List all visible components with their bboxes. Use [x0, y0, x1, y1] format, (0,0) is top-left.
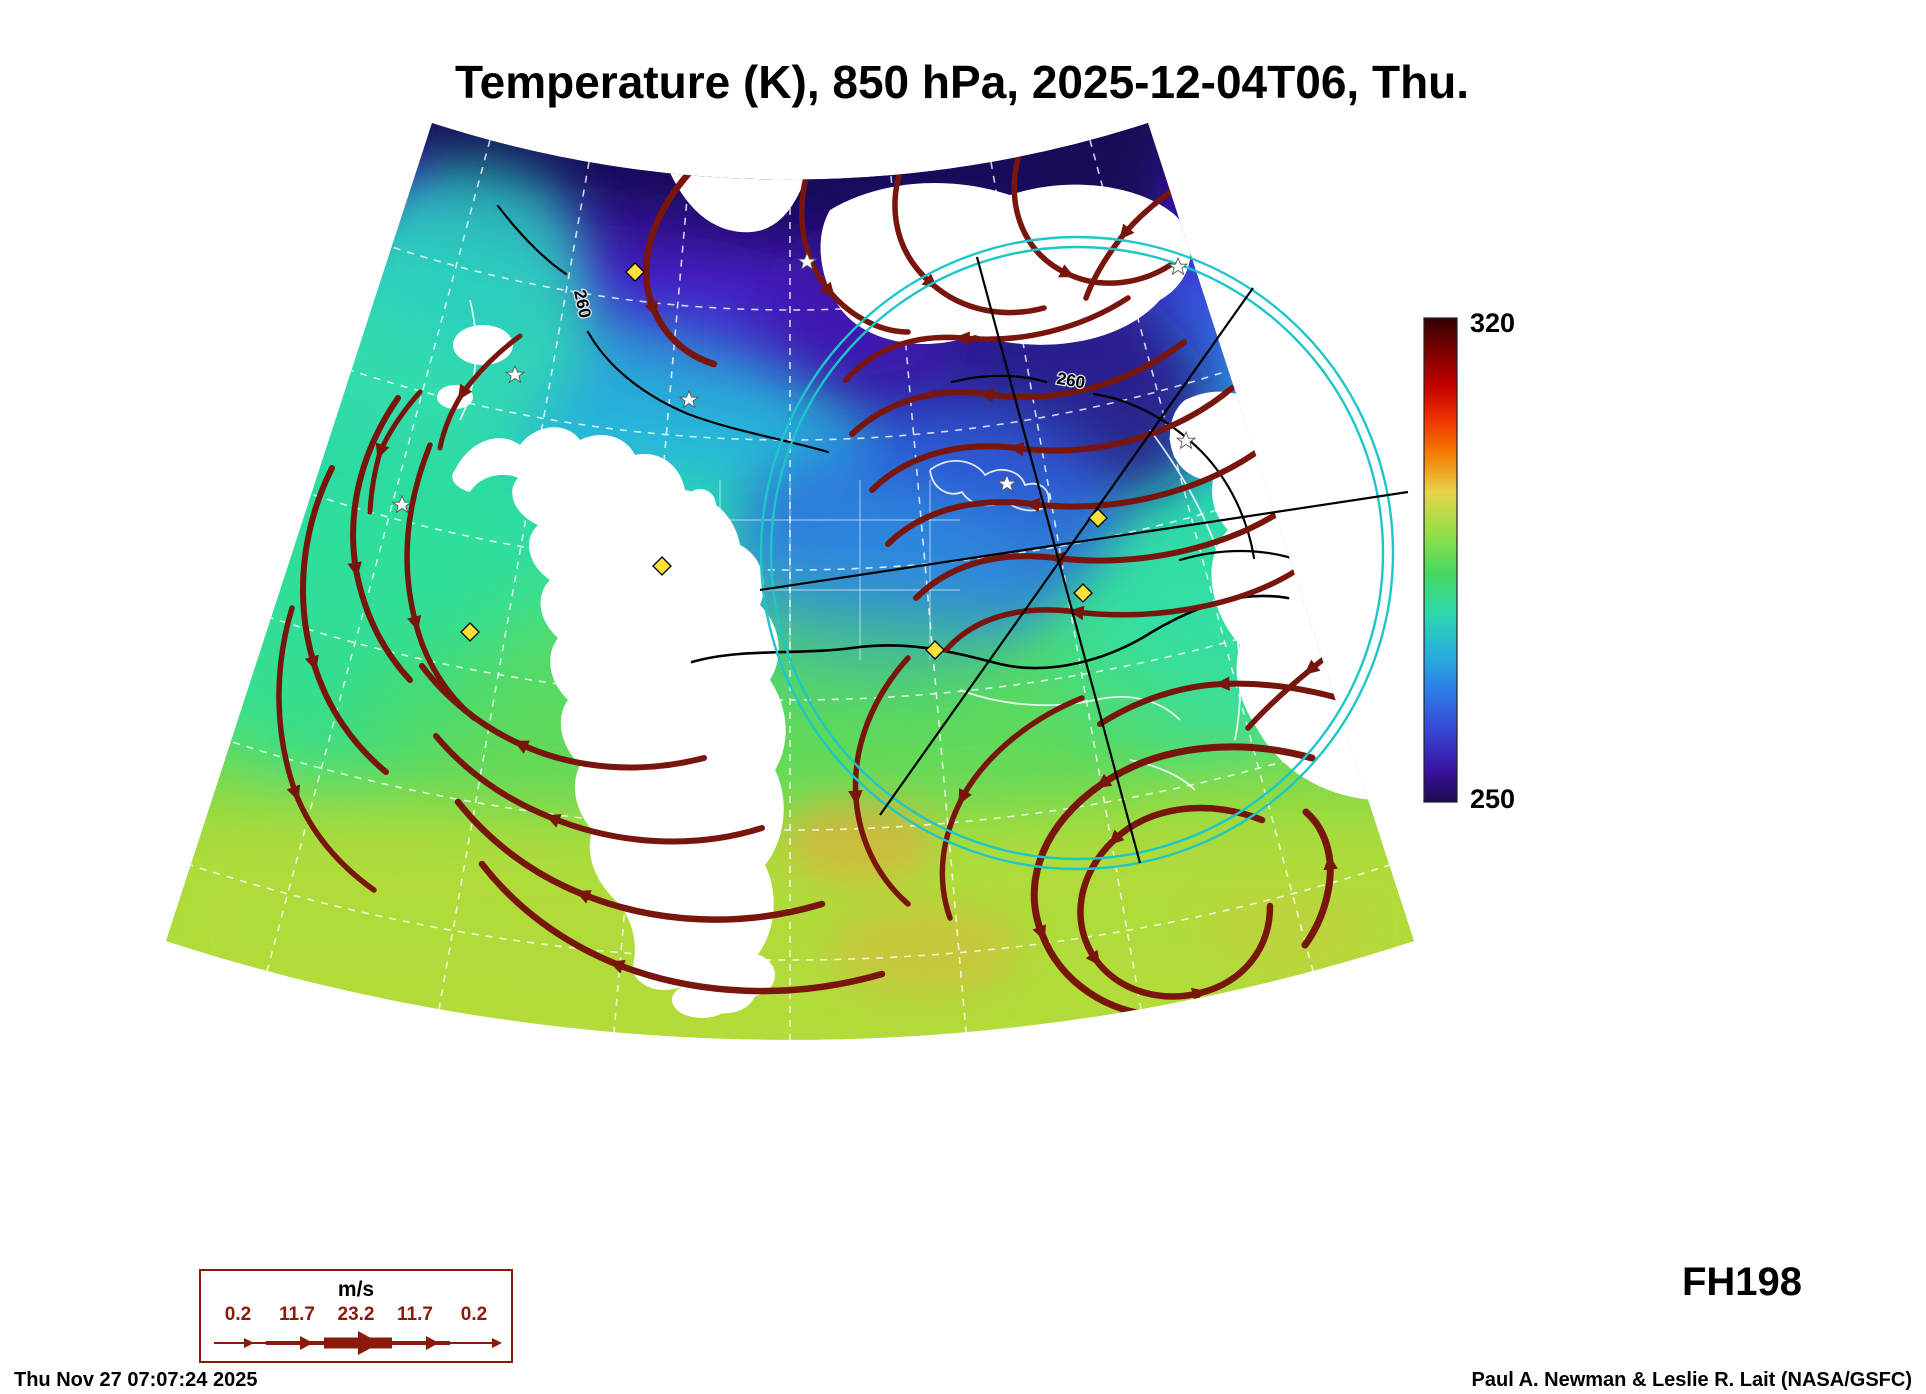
star-marker — [1175, 430, 1197, 450]
wind-speed-legend: m/s 0.2 11.7 23.2 11.7 0.2 — [199, 1269, 513, 1363]
graticule-grid — [0, 0, 1926, 1040]
contour-label-260-east: 260 — [1055, 369, 1086, 393]
footer-timestamp: Thu Nov 27 07:07:24 2025 — [14, 1369, 257, 1391]
range-ring-outer — [759, 235, 1395, 871]
wind-streamlines — [276, 125, 1391, 1020]
station-diamond-marker — [1073, 583, 1093, 603]
range-ring-inner — [769, 245, 1385, 861]
star-marker — [1167, 256, 1189, 276]
page-title: Temperature (K), 850 hPa, 2025-12-04T06,… — [455, 56, 1469, 108]
station-diamond-marker — [652, 556, 672, 576]
star-marker — [391, 494, 413, 514]
wind-legend-value: 0.2 — [225, 1304, 251, 1325]
colorbar-gradient-bar — [1423, 317, 1458, 803]
star-marker — [504, 364, 526, 384]
wind-legend-value: 23.2 — [338, 1304, 375, 1325]
map-fan-region: 260 260 — [0, 0, 1926, 1040]
cross-section-line-3 — [879, 287, 1254, 816]
colorbar-min-label: 250 — [1470, 784, 1515, 814]
wind-legend-value: 0.2 — [461, 1304, 487, 1325]
station-diamond-marker — [925, 640, 945, 660]
station-diamond-marker — [1088, 508, 1108, 528]
forecast-hour-label: FH198 — [1682, 1260, 1802, 1304]
cross-section-line-2 — [759, 490, 1409, 592]
station-markers — [460, 262, 1108, 660]
wind-legend-value: 11.7 — [397, 1304, 433, 1325]
footer-credit: Paul A. Newman & Leslie R. Lait (NASA/GS… — [1472, 1369, 1912, 1391]
wind-legend-units: m/s — [338, 1278, 374, 1301]
wind-legend-arrow-glyph — [214, 1331, 502, 1355]
star-marker — [996, 473, 1018, 493]
station-diamond-marker — [460, 622, 480, 642]
station-diamond-marker — [625, 262, 645, 282]
star-marker — [678, 389, 700, 409]
colorbar: 320 250 — [1423, 308, 1515, 814]
star-markers — [391, 251, 1197, 514]
star-marker — [796, 251, 818, 271]
colorbar-max-label: 320 — [1470, 308, 1515, 338]
range-ring-overlay — [759, 235, 1409, 871]
wind-legend-value: 11.7 — [279, 1304, 315, 1325]
cross-section-line-1 — [975, 256, 1142, 864]
